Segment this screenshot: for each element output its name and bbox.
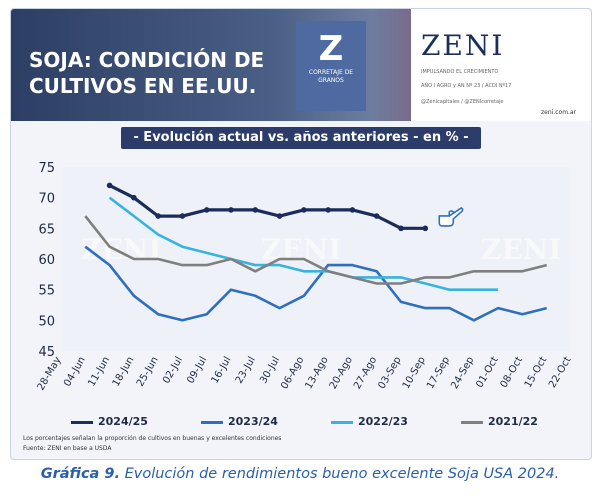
series-point-2024-25 [228,207,234,213]
legend-swatch [461,420,483,424]
x-tick-label: 17-Sep [425,355,452,391]
series-point-2024-25 [155,213,161,219]
zeni-url: zeni.com.ar [541,109,577,116]
zeni-tagline: IMPULSANDO EL CRECIMIENTO [421,69,499,75]
zeni-logo: ZENI [421,29,505,62]
x-tick-label: 24-Sep [449,355,476,391]
chart-legend: 2024/25 2023/24 2022/23 2021/22 [31,414,571,430]
zeni-brand-panel: ZENI IMPULSANDO EL CRECIMIENTO AÑO I AGR… [411,9,591,121]
caption-label: Gráfica 9. [40,466,120,482]
line-chart: ZENI ZENI ZENI4550556065707528-May04-Jun11… [36,161,574,393]
series-point-2024-25 [252,207,259,213]
series-point-2024-25 [131,194,137,201]
y-tick-label: 75 [38,161,55,176]
chart-source: Fuente: ZENI en base a USDA [23,445,112,452]
x-tick-label: 28-May [36,355,64,393]
legend-label: 2021/22 [488,415,538,428]
series-point-2024-25 [325,207,331,213]
x-tick-label: 25-Jun [135,355,161,389]
series-point-2024-25 [203,207,210,213]
legend-item-2022-23: 2022/23 [331,414,408,430]
chart-title: - Evolución actual vs. años anteriores -… [121,127,481,149]
banner-title: SOJA: CONDICIÓN DE CULTIVOS EN EE.UU. [29,48,265,98]
y-tick-label: 45 [38,345,55,360]
legend-label: 2022/23 [358,415,408,428]
chart-card: SOJA: CONDICIÓN DE CULTIVOS EN EE.UU. Z … [10,8,592,460]
y-tick-label: 55 [38,284,55,299]
x-tick-label: 10-Sep [401,355,428,391]
zeni-social: @Zenicapitales / @ZENIcorretaje [421,99,504,105]
series-point-2024-25 [349,207,356,213]
series-point-2024-25 [422,225,429,232]
chart-note: Los porcentajes señalan la proporción de… [23,435,282,442]
legend-swatch [331,420,353,424]
x-tick-label: 18-Jun [111,355,137,389]
series-line-2024-25 [108,183,426,230]
series-point-2024-25 [301,207,307,213]
zeni-badge-caption: CORRETAJE DE GRANOS [308,69,354,84]
y-tick-label: 65 [38,222,55,237]
x-tick-label: 01-Oct [474,355,501,390]
pointing-hand-icon [438,207,464,227]
x-tick-label: 03-Sep [376,355,403,391]
series-point-2024-25 [398,225,404,232]
watermark-2: ZENI [481,233,561,266]
y-tick-label: 70 [38,192,55,207]
series-point-2024-25 [276,213,283,219]
legend-label: 2023/24 [228,415,278,428]
watermark-0: ZENI [81,233,161,266]
zeni-badge: Z CORRETAJE DE GRANOS [296,21,366,111]
x-tick-label: 02-Jul [161,355,185,386]
legend-item-2021-22: 2021/22 [461,414,538,430]
x-tick-label: 30-Jul [258,355,282,386]
caption-text: Evolución de rendimientos bueno excelent… [119,466,560,482]
legend-swatch [201,420,223,424]
series-line-2023-24 [84,245,548,322]
x-tick-label: 11-Jun [86,355,112,389]
x-tick-label: 09-Jul [185,355,209,386]
x-tick-label: 04-Jun [62,355,88,389]
series-point-2024-25 [179,213,186,219]
x-tick-label: 15-Oct [523,355,550,390]
header-banner: SOJA: CONDICIÓN DE CULTIVOS EN EE.UU. Z … [11,9,591,121]
x-tick-label: 08-Oct [499,355,526,390]
legend-item-2024-25: 2024/25 [71,414,148,430]
series-line-2021-22 [84,215,548,285]
y-tick-label: 60 [38,253,55,268]
zeni-badge-logo: Z [318,29,344,69]
x-tick-label: 23-Jul [234,355,258,386]
x-tick-label: 22-Oct [547,355,574,390]
x-tick-label: 16-Jul [210,355,234,386]
series-point-2024-25 [106,182,113,189]
legend-item-2023-24: 2023/24 [201,414,278,430]
series-point-2024-25 [373,213,380,219]
legend-label: 2024/25 [98,415,148,428]
series-line-2022-23 [108,196,499,291]
zeni-meta: AÑO I AGRO y AN Nº 23 / ACDI Nº17 [421,83,512,89]
y-tick-label: 50 [38,314,55,329]
legend-swatch [71,420,93,424]
figure-caption: Gráfica 9. Evolución de rendimientos bue… [0,466,600,482]
